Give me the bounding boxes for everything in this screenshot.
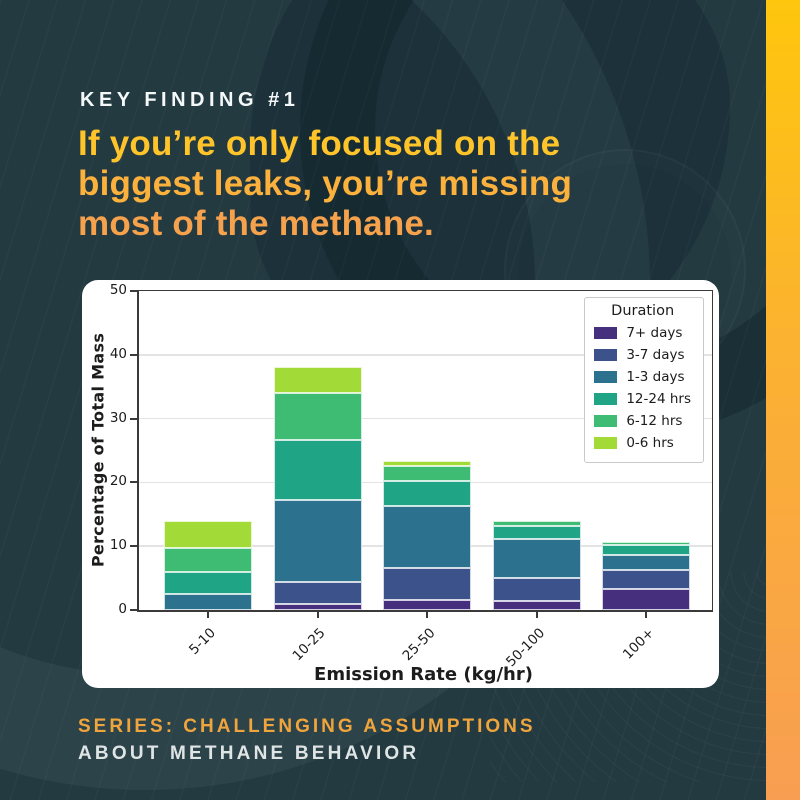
bar-segment-10-25-3-7-days	[273, 581, 362, 605]
chart-panel: Percentage of Total Mass 0 10 20 30 40 50 5-1…	[82, 280, 719, 688]
y-tick-mark-50	[130, 290, 138, 292]
y-tick-label-10: 10	[109, 537, 127, 554]
bar-segment-5-10-1-3-days	[164, 594, 252, 610]
x-tick-mark-100+	[645, 610, 647, 618]
legend-swatch-7+-days	[594, 327, 618, 339]
y-tick-label-20: 20	[109, 473, 127, 490]
bar-segment-10-25-1-3-days	[273, 500, 362, 582]
y-tick-mark-0	[130, 609, 138, 611]
y-tick-label-50: 50	[109, 282, 127, 298]
legend-label-3-7-days: 3-7 days	[626, 347, 685, 363]
legend-row-3-7-days: 3-7 days	[594, 344, 691, 366]
bar-segment-100+-6-12-hrs	[602, 542, 690, 545]
bar-50-100	[492, 291, 581, 610]
x-tick-label-100+: 100+	[496, 622, 658, 663]
headline-line-3: most of the methane.	[78, 204, 434, 243]
legend-row-6-12-hrs: 6-12 hrs	[594, 410, 691, 432]
legend-swatch-3-7-days	[594, 349, 618, 361]
bar-10-25	[273, 291, 362, 610]
legend-label-12-24-hrs: 12-24 hrs	[626, 391, 691, 407]
legend-swatch-1-3-days	[594, 371, 618, 383]
bar-segment-10-25-12-24-hrs	[273, 439, 362, 501]
bar-segment-50-100-7+-days	[492, 601, 581, 610]
bar-segment-5-10-0-6-hrs	[164, 521, 252, 549]
bar-segment-100+-1-3-days	[602, 554, 690, 571]
legend-swatch-0-6-hrs	[594, 437, 618, 449]
bar-segment-25-50-6-12-hrs	[383, 466, 471, 481]
y-tick-label-0: 0	[118, 601, 127, 617]
bar-segment-50-100-3-7-days	[492, 578, 581, 602]
accent-side-bar	[766, 0, 800, 800]
legend-label-1-3-days: 1-3 days	[626, 369, 685, 385]
bar-segment-5-10-6-12-hrs	[164, 548, 252, 573]
bar-segment-50-100-6-12-hrs	[492, 520, 581, 526]
bar-segment-25-50-1-3-days	[383, 506, 471, 568]
legend-swatch-6-12-hrs	[594, 415, 618, 427]
legend-label-7+-days: 7+ days	[626, 325, 683, 341]
y-tick-label-30: 30	[109, 409, 127, 426]
x-tick-text-100+: 100+	[619, 625, 658, 663]
y-tick-mark-10	[130, 545, 138, 548]
y-tick-mark-40	[130, 353, 138, 356]
legend-label-6-12-hrs: 6-12 hrs	[626, 413, 683, 429]
legend-swatch-12-24-hrs	[594, 393, 618, 405]
bar-segment-50-100-1-3-days	[492, 539, 581, 579]
legend-row-0-6-hrs: 0-6 hrs	[594, 432, 691, 454]
legend-row-12-24-hrs: 12-24 hrs	[594, 388, 691, 410]
y-tick-mark-20	[130, 481, 138, 484]
x-tick-mark-5-10	[207, 610, 209, 618]
bar-segment-5-10-12-24-hrs	[164, 572, 252, 595]
chart-legend: Duration 7+ days 3-7 days 1-3 days 12-24 hr…	[584, 297, 704, 463]
bar-segment-25-50-3-7-days	[383, 567, 471, 601]
legend-row-7+-days: 7+ days	[594, 322, 691, 344]
x-tick-mark-50-100	[535, 610, 538, 618]
x-axis-title: Emission Rate (kg/hr)	[314, 664, 533, 685]
headline-line-1: If you’re only focused on the	[78, 124, 561, 163]
x-tick-mark-10-25	[316, 610, 319, 618]
bar-25-50	[383, 291, 471, 610]
gridline-30	[139, 417, 712, 420]
y-axis-title: Percentage of Total Mass	[88, 332, 108, 568]
bar-segment-10-25-0-6-hrs	[273, 366, 362, 394]
bar-segment-10-25-6-12-hrs	[273, 393, 362, 440]
legend-title: Duration	[611, 303, 675, 319]
bar-segment-25-50-7+-days	[383, 600, 471, 610]
bar-5-10	[164, 291, 252, 610]
y-tick-label-40: 40	[109, 345, 127, 362]
headline-line-2: biggest leaks, you’re missing	[78, 164, 573, 203]
eyebrow-label: KEY FINDING #1	[80, 89, 300, 111]
series-label-accent: SERIES: CHALLENGING ASSUMPTIONS	[78, 716, 536, 737]
bar-segment-10-25-7+-days	[273, 604, 362, 610]
bar-100+	[602, 291, 690, 610]
bar-segment-25-50-0-6-hrs	[383, 461, 471, 467]
gridline-40	[139, 354, 712, 356]
headline: If you’re only focused on the biggest le…	[78, 124, 718, 244]
legend-label-0-6-hrs: 0-6 hrs	[626, 435, 674, 451]
bar-segment-25-50-12-24-hrs	[383, 480, 471, 507]
bar-segment-100+-7+-days	[602, 588, 690, 610]
series-label-rest: ABOUT METHANE BEHAVIOR	[78, 743, 420, 764]
legend-rows: 7+ days 3-7 days 1-3 days 12-24 hrs 6-12 hrs…	[594, 322, 691, 454]
x-tick-mark-25-50	[426, 610, 428, 618]
bar-segment-100+-3-7-days	[602, 570, 690, 589]
plot-area: 0 10 20 30 40 50 5-10 10-25 25-50 50-100 100+ Dur…	[110, 282, 713, 670]
y-tick-mark-30	[130, 417, 138, 420]
legend-row-1-3-days: 1-3 days	[594, 366, 691, 388]
bar-segment-50-100-12-24-hrs	[492, 525, 581, 540]
bar-segment-100+-12-24-hrs	[602, 544, 690, 555]
